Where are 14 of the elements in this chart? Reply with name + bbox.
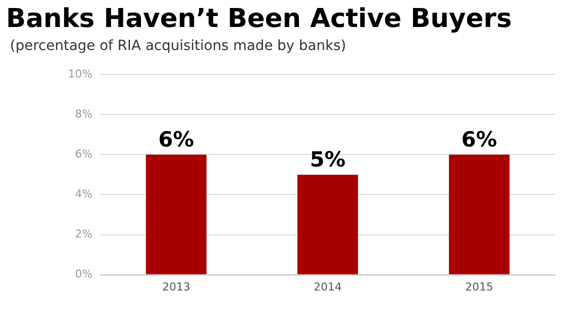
data-label: 6%	[158, 128, 194, 152]
y-tick-label: 0%	[74, 268, 92, 281]
y-tick-label: 6%	[74, 148, 92, 161]
chart-subtitle: (percentage of RIA acquisitions made by banks)	[10, 38, 346, 54]
y-tick-label: 2%	[74, 228, 92, 241]
y-tick-label: 8%	[74, 108, 92, 120]
y-tick-label: 10%	[68, 67, 92, 80]
x-tick-label: 2013	[162, 280, 190, 294]
y-tick-label: 4%	[74, 188, 92, 201]
x-tick-label: 2015	[465, 280, 494, 294]
chart-title: Banks Haven’t Been Active Buyers	[6, 4, 512, 34]
x-tick-label: 2014	[314, 280, 342, 294]
data-label: 5%	[310, 148, 346, 172]
data-label: 6%	[461, 128, 498, 152]
